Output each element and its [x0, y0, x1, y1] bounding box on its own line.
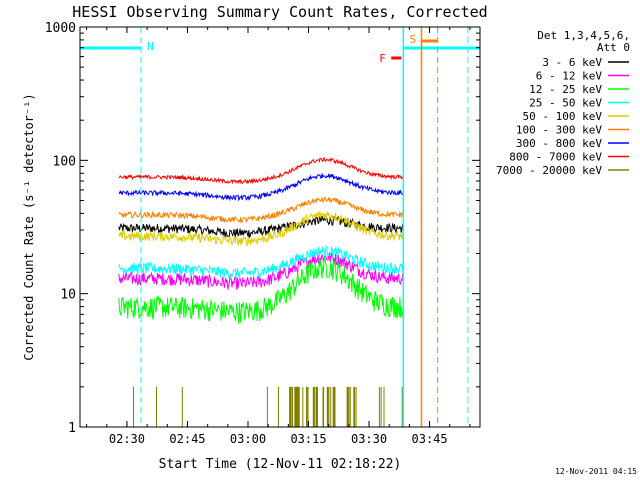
series-layer — [118, 157, 404, 427]
x-tick-label: 02:45 — [169, 432, 205, 446]
series-line-300-800-kev — [118, 173, 404, 202]
series-line-3-6-kev — [118, 214, 404, 239]
legend-label: 800 - 7000 keV — [509, 151, 602, 164]
plot-frame — [79, 26, 481, 428]
x-tick-label: 03:15 — [290, 432, 326, 446]
y-tick-label: 10 — [60, 288, 76, 303]
legend-label: 300 - 800 keV — [516, 137, 602, 150]
x-tick-label: 03:45 — [412, 432, 448, 446]
annotation-f: F — [379, 52, 386, 65]
x-axis-label: Start Time (12-Nov-11 02:18:22) — [159, 457, 402, 472]
series-line-100-300-kev — [118, 196, 404, 224]
legend-title-line1: Det 1,3,4,5,6, — [537, 29, 630, 42]
legend-label: 50 - 100 keV — [523, 110, 603, 123]
series-line-7000-20000-kev — [133, 386, 403, 427]
series-line-6-12-kev — [118, 252, 404, 290]
x-tick-label: 03:00 — [230, 432, 266, 446]
series-line-25-50-kev — [118, 245, 404, 279]
legend-label: 7000 - 20000 keV — [496, 164, 602, 177]
timestamp: 12-Nov-2011 04:15 — [555, 467, 637, 476]
annotation-s: S — [409, 33, 416, 46]
y-axis-label: Corrected Count Rate (s⁻¹ detector⁻¹) — [22, 93, 36, 360]
y-tick-label: 100 — [53, 154, 76, 169]
x-tick-label: 02:30 — [109, 432, 145, 446]
y-tick-label: 1000 — [45, 21, 76, 36]
legend-label: 100 - 300 keV — [516, 124, 602, 137]
y-tick-label: 1 — [68, 421, 76, 436]
series-line-12-25-kev — [118, 256, 404, 324]
chart-title: HESSI Observing Summary Count Rates, Cor… — [72, 3, 487, 21]
legend-label: 3 - 6 keV — [542, 56, 602, 69]
x-tick-label: 03:30 — [351, 432, 387, 446]
legend-label: 12 - 25 keV — [529, 83, 602, 96]
legend-title-line2: Att 0 — [597, 41, 630, 54]
legend-label: 6 - 12 keV — [536, 70, 603, 83]
series-line-50-100-kev — [118, 210, 404, 247]
annotation-n: N — [147, 40, 154, 53]
legend-label: 25 - 50 keV — [529, 97, 602, 110]
series-line-800-7000-kev — [118, 157, 404, 185]
